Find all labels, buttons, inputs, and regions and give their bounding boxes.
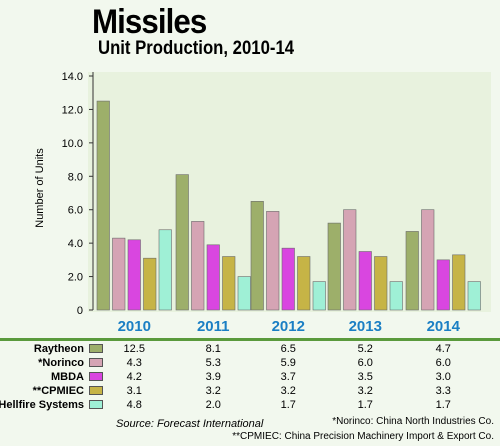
bar-cpmiec-2013 <box>374 256 388 311</box>
y-tick-label: 10.0 <box>62 138 83 150</box>
footnote-cpmiec: **CPMIEC: China Precision Machinery Impo… <box>232 431 494 442</box>
bar-cpmiec-2011 <box>222 256 236 311</box>
bar-hellfiresystems-2010 <box>158 229 172 311</box>
bar-mbda-2014 <box>436 259 450 311</box>
year-axis: 2010 2011 2012 2013 2014 <box>88 318 491 338</box>
chart-title: Missiles <box>92 3 207 41</box>
table-row: MBDA 4.2 3.9 3.7 3.5 3.0 <box>0 370 500 384</box>
table-row: Raytheon 12.5 8.1 6.5 5.2 4.7 <box>0 342 500 356</box>
legend-swatch <box>89 344 103 353</box>
table-cell: 3.2 <box>205 385 221 397</box>
bar-mbda-2011 <box>206 244 220 311</box>
bar-hellfiresystems-2013 <box>389 281 403 311</box>
chart-subtitle: Unit Production, 2010-14 <box>98 38 295 59</box>
table-cell: 4.2 <box>126 371 142 383</box>
bar-hellfiresystems-2014 <box>467 281 481 311</box>
y-tick-label: 6.0 <box>68 205 83 217</box>
table-cell: 8.1 <box>205 343 221 355</box>
year-label-2010: 2010 <box>117 318 151 335</box>
bar-norinco-2014 <box>421 209 435 311</box>
table-cell: 3.5 <box>357 371 373 383</box>
bar-chart: 0 2.0 4.0 6.0 8.0 10.0 12.0 14.0 <box>62 71 481 317</box>
y-tick-label: 2.0 <box>68 272 83 284</box>
bar-cpmiec-2012 <box>297 256 311 311</box>
table-cell: 6.0 <box>357 357 373 369</box>
table-cell: 4.7 <box>435 343 451 355</box>
table-cell: 12.5 <box>123 343 145 355</box>
y-tick-label: 0 <box>77 305 83 317</box>
bar-mbda-2013 <box>358 251 372 311</box>
y-tick-label: 8.0 <box>68 171 83 183</box>
table-cell: 1.7 <box>280 399 296 411</box>
bar-raytheon-2014 <box>405 231 419 311</box>
source-note: Source: Forecast International <box>116 418 264 430</box>
table-cell: 3.2 <box>280 385 296 397</box>
bar-norinco-2013 <box>343 209 357 311</box>
legend-swatch <box>89 386 103 395</box>
bar-raytheon-2012 <box>250 201 264 311</box>
series-name: MBDA <box>51 371 84 383</box>
bar-mbda-2010 <box>127 239 141 311</box>
table-cell: 1.7 <box>357 399 373 411</box>
bar-mbda-2012 <box>281 247 295 311</box>
bar-raytheon-2011 <box>175 174 189 311</box>
table-cell: 6.0 <box>435 357 451 369</box>
year-label-2011: 2011 <box>196 318 230 335</box>
bar-raytheon-2010 <box>96 100 110 311</box>
y-tick-label: 4.0 <box>68 238 83 250</box>
table-cell: 6.5 <box>280 343 296 355</box>
table-cell: 3.7 <box>280 371 296 383</box>
bar-hellfiresystems-2011 <box>237 276 251 311</box>
y-tick-label: 12.0 <box>62 104 83 116</box>
series-name: Hellfire Systems <box>0 399 84 411</box>
table-cell: 5.2 <box>357 343 373 355</box>
table-row: Hellfire Systems 4.8 2.0 1.7 1.7 1.7 <box>0 398 500 412</box>
table-cell: 4.8 <box>126 399 142 411</box>
bar-norinco-2011 <box>191 221 205 311</box>
table-cell: 3.3 <box>435 385 451 397</box>
table-cell: 2.0 <box>205 399 221 411</box>
y-tick-label: 14.0 <box>62 71 83 83</box>
series-name: *Norinco <box>38 357 84 369</box>
bar-norinco-2012 <box>266 211 280 311</box>
bar-cpmiec-2014 <box>452 254 466 311</box>
table-cell: 3.2 <box>357 385 373 397</box>
legend-swatch <box>89 358 103 367</box>
year-label-2013: 2013 <box>348 318 382 335</box>
table-cell: 3.9 <box>205 371 221 383</box>
table-row: *Norinco 4.3 5.3 5.9 6.0 6.0 <box>0 356 500 370</box>
table-cell: 3.1 <box>126 385 142 397</box>
table-cell: 5.9 <box>280 357 296 369</box>
table-cell: 3.0 <box>435 371 451 383</box>
legend-swatch <box>89 400 103 409</box>
bar-cpmiec-2010 <box>143 257 157 311</box>
legend-swatch <box>89 372 103 381</box>
footnote-norinco: *Norinco: China North Industries Co. <box>332 416 494 427</box>
table-cell: 1.7 <box>435 399 451 411</box>
bar-raytheon-2013 <box>327 222 341 311</box>
bar-norinco-2010 <box>112 237 126 311</box>
table-cell: 5.3 <box>205 357 221 369</box>
table-row: **CPMIEC 3.1 3.2 3.2 3.2 3.3 <box>0 384 500 398</box>
separator-line <box>0 338 500 341</box>
table-cell: 4.3 <box>126 357 142 369</box>
series-name: **CPMIEC <box>32 385 84 397</box>
year-label-2014: 2014 <box>426 318 460 335</box>
year-label-2012: 2012 <box>271 318 305 335</box>
series-name: Raytheon <box>33 343 84 355</box>
bar-hellfiresystems-2012 <box>312 281 326 311</box>
